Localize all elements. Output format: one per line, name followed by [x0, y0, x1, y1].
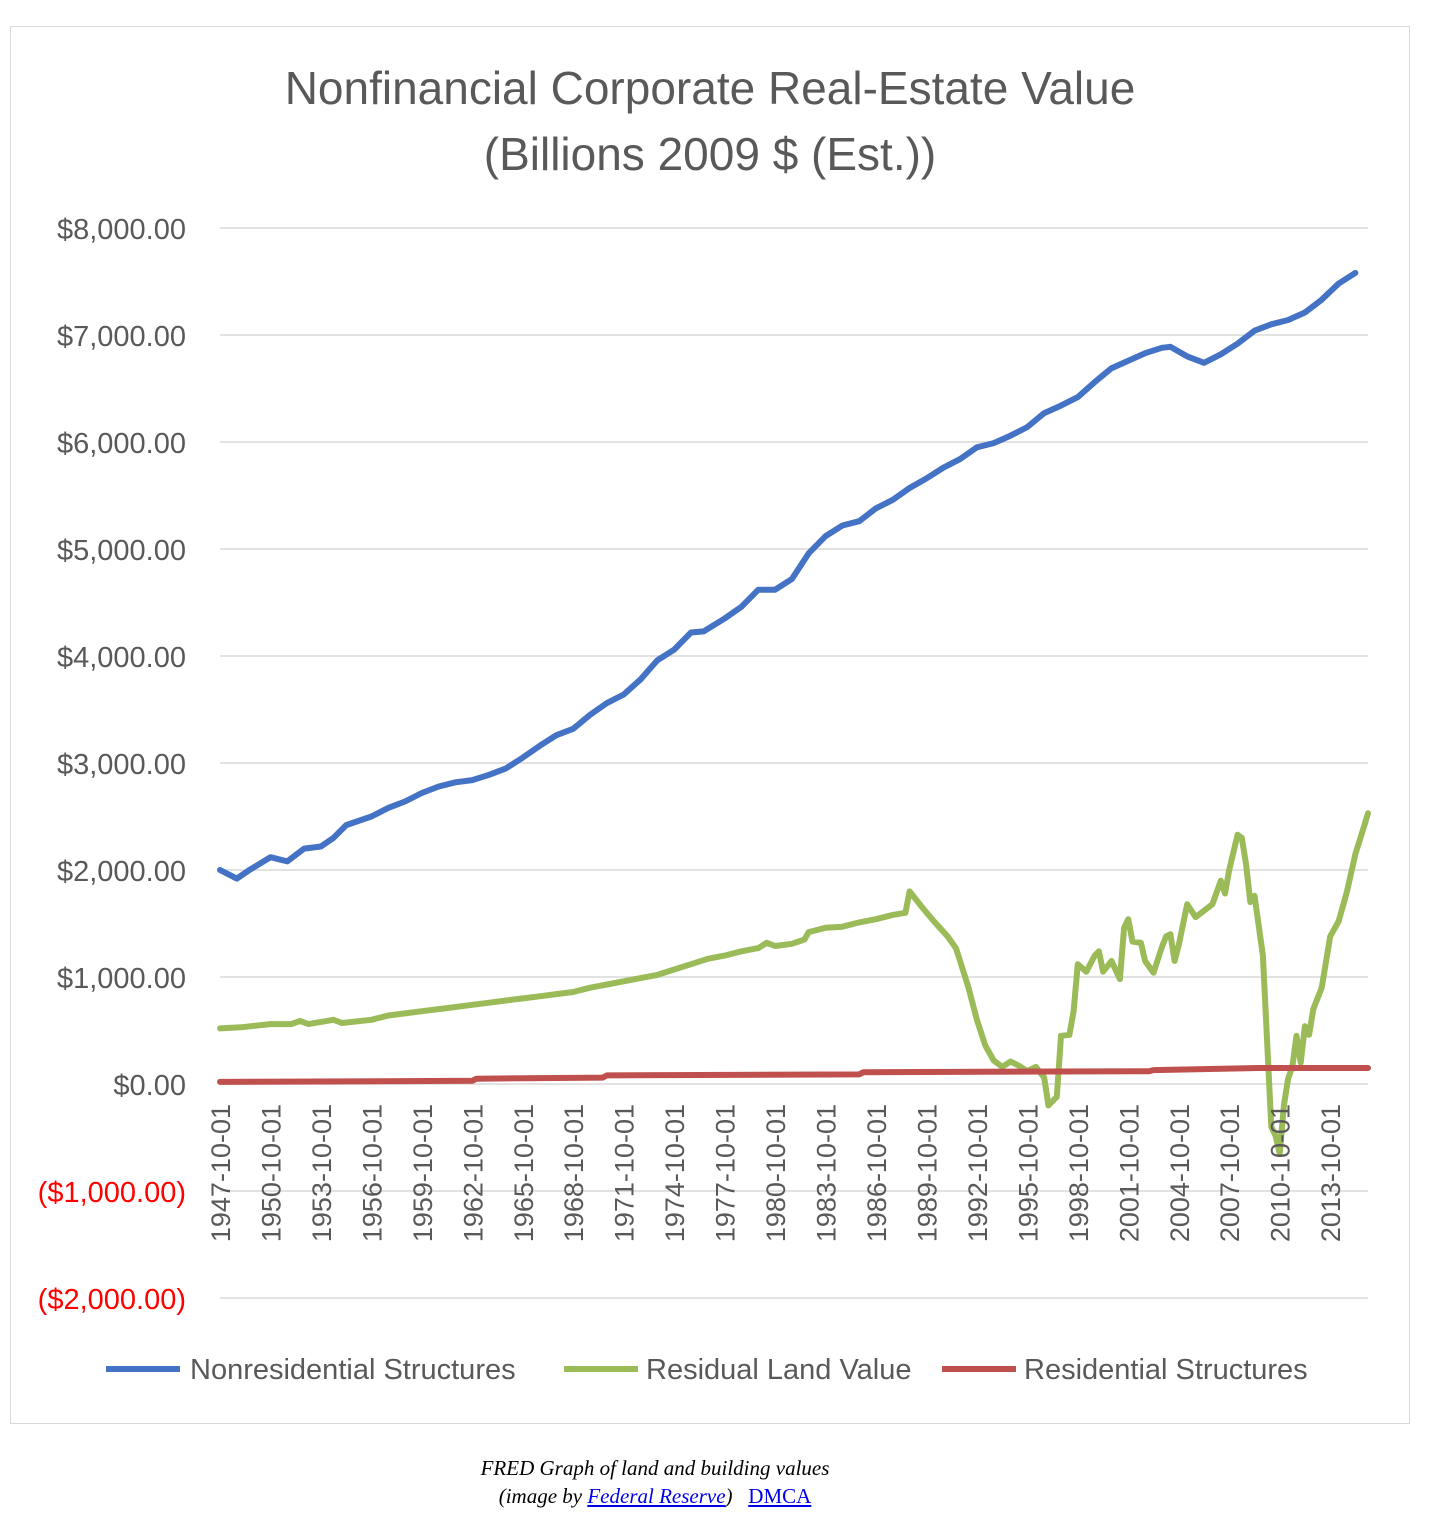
y-tick-label: $4,000.00 [57, 642, 186, 674]
y-tick-label: ($2,000.00) [38, 1284, 186, 1316]
x-axis-ticks: 1947-10-01 1950-10-01 1953-10-01 1956-10-01… [206, 1104, 1346, 1242]
legend-label: Residual Land Value [646, 1354, 912, 1386]
x-tick-label: 1998-10-01 [1064, 1104, 1094, 1242]
x-tick-label: 2004-10-01 [1165, 1104, 1195, 1242]
x-tick-label: 1971-10-01 [610, 1104, 640, 1242]
x-tick-label: 1947-10-01 [206, 1104, 236, 1242]
credit-suffix: ) [725, 1484, 733, 1508]
figure-credit: (image by Federal Reserve) DMCA [0, 1484, 1310, 1509]
legend-label: Residential Structures [1024, 1354, 1308, 1386]
credit-prefix: (image by [498, 1484, 588, 1508]
gridlines [220, 227, 1368, 1299]
x-tick-label: 1986-10-01 [862, 1104, 892, 1242]
y-tick-label: $3,000.00 [57, 749, 186, 781]
y-tick-label: $6,000.00 [57, 428, 186, 460]
series-lines [217, 269, 1371, 1157]
y-tick-label: $8,000.00 [57, 214, 186, 246]
x-tick-label: 1989-10-01 [912, 1104, 942, 1242]
legend: Nonresidential Structures Residual Land V… [106, 1354, 1308, 1386]
x-tick-label: 1962-10-01 [458, 1104, 488, 1242]
x-tick-label: 1983-10-01 [812, 1104, 842, 1242]
y-tick-label: ($1,000.00) [38, 1177, 186, 1209]
x-tick-label: 2001-10-01 [1114, 1104, 1144, 1242]
x-tick-label: 2010-10-01 [1266, 1104, 1296, 1242]
x-tick-label: 1992-10-01 [963, 1104, 993, 1242]
x-tick-label: 1974-10-01 [660, 1104, 690, 1242]
series-line-residual-land-value [217, 810, 1371, 1157]
federal-reserve-link[interactable]: Federal Reserve [587, 1484, 726, 1508]
x-tick-label: 1956-10-01 [357, 1104, 387, 1242]
y-tick-label: $0.00 [113, 1070, 186, 1102]
x-tick-label: 1968-10-01 [559, 1104, 589, 1242]
x-tick-label: 1977-10-01 [711, 1104, 741, 1242]
legend-label: Nonresidential Structures [190, 1354, 516, 1386]
y-tick-label: $2,000.00 [57, 856, 186, 888]
x-tick-label: 1950-10-01 [256, 1104, 286, 1242]
x-tick-label: 1980-10-01 [761, 1104, 791, 1242]
x-tick-label: 1959-10-01 [408, 1104, 438, 1242]
y-axis-ticks: $8,000.00 $7,000.00 $6,000.00 $5,000.00 $4,0… [38, 214, 186, 1316]
figure-caption: FRED Graph of land and building values [0, 1456, 1310, 1481]
chart-subtitle: (Billions 2009 $ (Est.)) [484, 128, 937, 180]
x-tick-label: 1965-10-01 [509, 1104, 539, 1242]
line-chart: Nonfinancial Corporate Real-Estate Value… [38, 62, 1371, 1386]
x-tick-label: 1953-10-01 [307, 1104, 337, 1242]
series-line-nonresidential-structures [217, 269, 1359, 882]
dmca-link[interactable]: DMCA [748, 1484, 812, 1508]
series-line-residential-structures [217, 1065, 1371, 1085]
x-tick-label: 2013-10-01 [1316, 1104, 1346, 1242]
x-tick-label: 2007-10-01 [1215, 1104, 1245, 1242]
y-tick-label: $5,000.00 [57, 535, 186, 567]
y-tick-label: $1,000.00 [57, 963, 186, 995]
chart-title: Nonfinancial Corporate Real-Estate Value [285, 62, 1136, 114]
x-tick-label: 1995-10-01 [1013, 1104, 1043, 1242]
y-tick-label: $7,000.00 [57, 321, 186, 353]
caption-text: FRED Graph of land and building values [480, 1456, 830, 1480]
